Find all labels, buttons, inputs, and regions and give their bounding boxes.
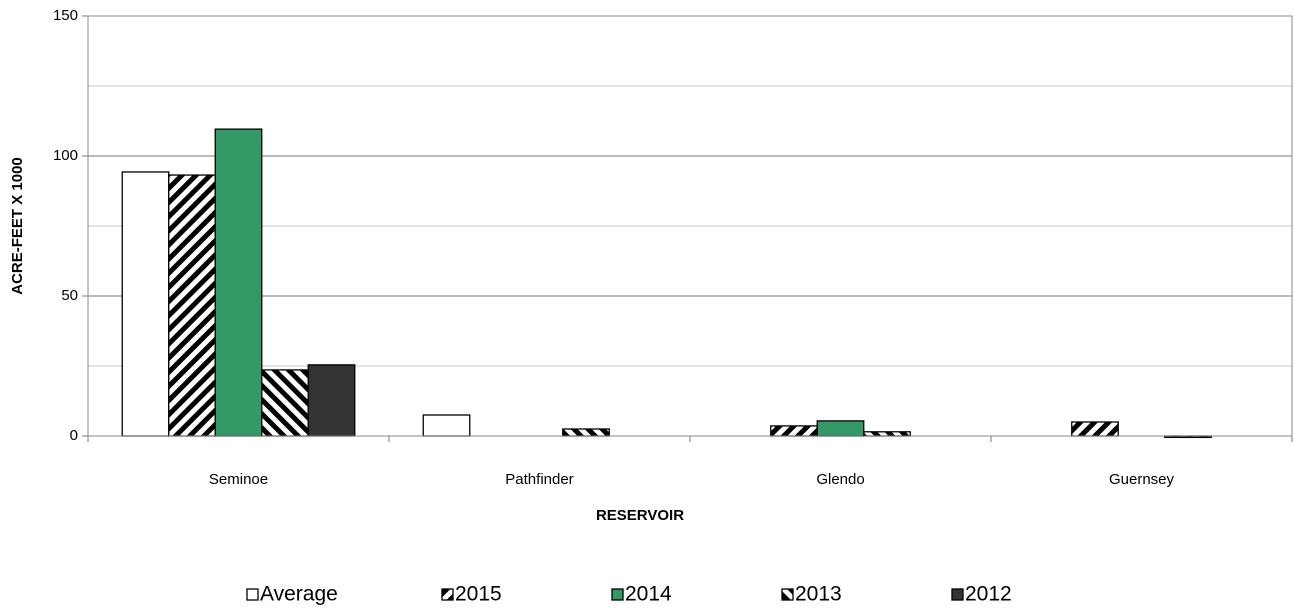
bar: [214, 128, 263, 437]
bar: [261, 369, 309, 437]
y-axis-title: ACRE-FEET X 1000: [9, 157, 26, 295]
bar: [816, 420, 865, 437]
y-tick-label: 0: [70, 427, 78, 444]
bar: [422, 414, 471, 437]
legend-swatch: [781, 588, 794, 601]
legend-label: 2013: [795, 583, 842, 606]
legend-label: 2012: [965, 583, 1012, 606]
legend-swatch: [246, 588, 259, 601]
x-tick-label: Pathfinder: [505, 471, 573, 488]
legend-swatch: [611, 588, 624, 601]
bar: [1071, 421, 1119, 437]
bar: [863, 431, 911, 437]
legend-swatch: [951, 588, 964, 601]
x-tick-label: Seminoe: [209, 471, 268, 488]
x-axis-title: RESERVOIR: [596, 507, 684, 524]
legend-label: Average: [260, 583, 338, 606]
bar: [168, 174, 216, 437]
y-tick-label: 50: [61, 287, 78, 304]
x-tick-label: Glendo: [816, 471, 864, 488]
bar: [770, 425, 818, 437]
legend-label: 2014: [625, 583, 672, 606]
bar: [562, 428, 610, 437]
plot-border: [87, 15, 1293, 437]
x-tick-label: Guernsey: [1109, 471, 1175, 488]
y-tick-label: 150: [53, 7, 78, 24]
legend-label: 2015: [455, 583, 502, 606]
y-tick-label: 100: [53, 147, 78, 164]
bar: [307, 364, 356, 437]
legend-swatch: [441, 588, 454, 601]
bar: [121, 171, 170, 437]
bars: [121, 128, 1212, 439]
